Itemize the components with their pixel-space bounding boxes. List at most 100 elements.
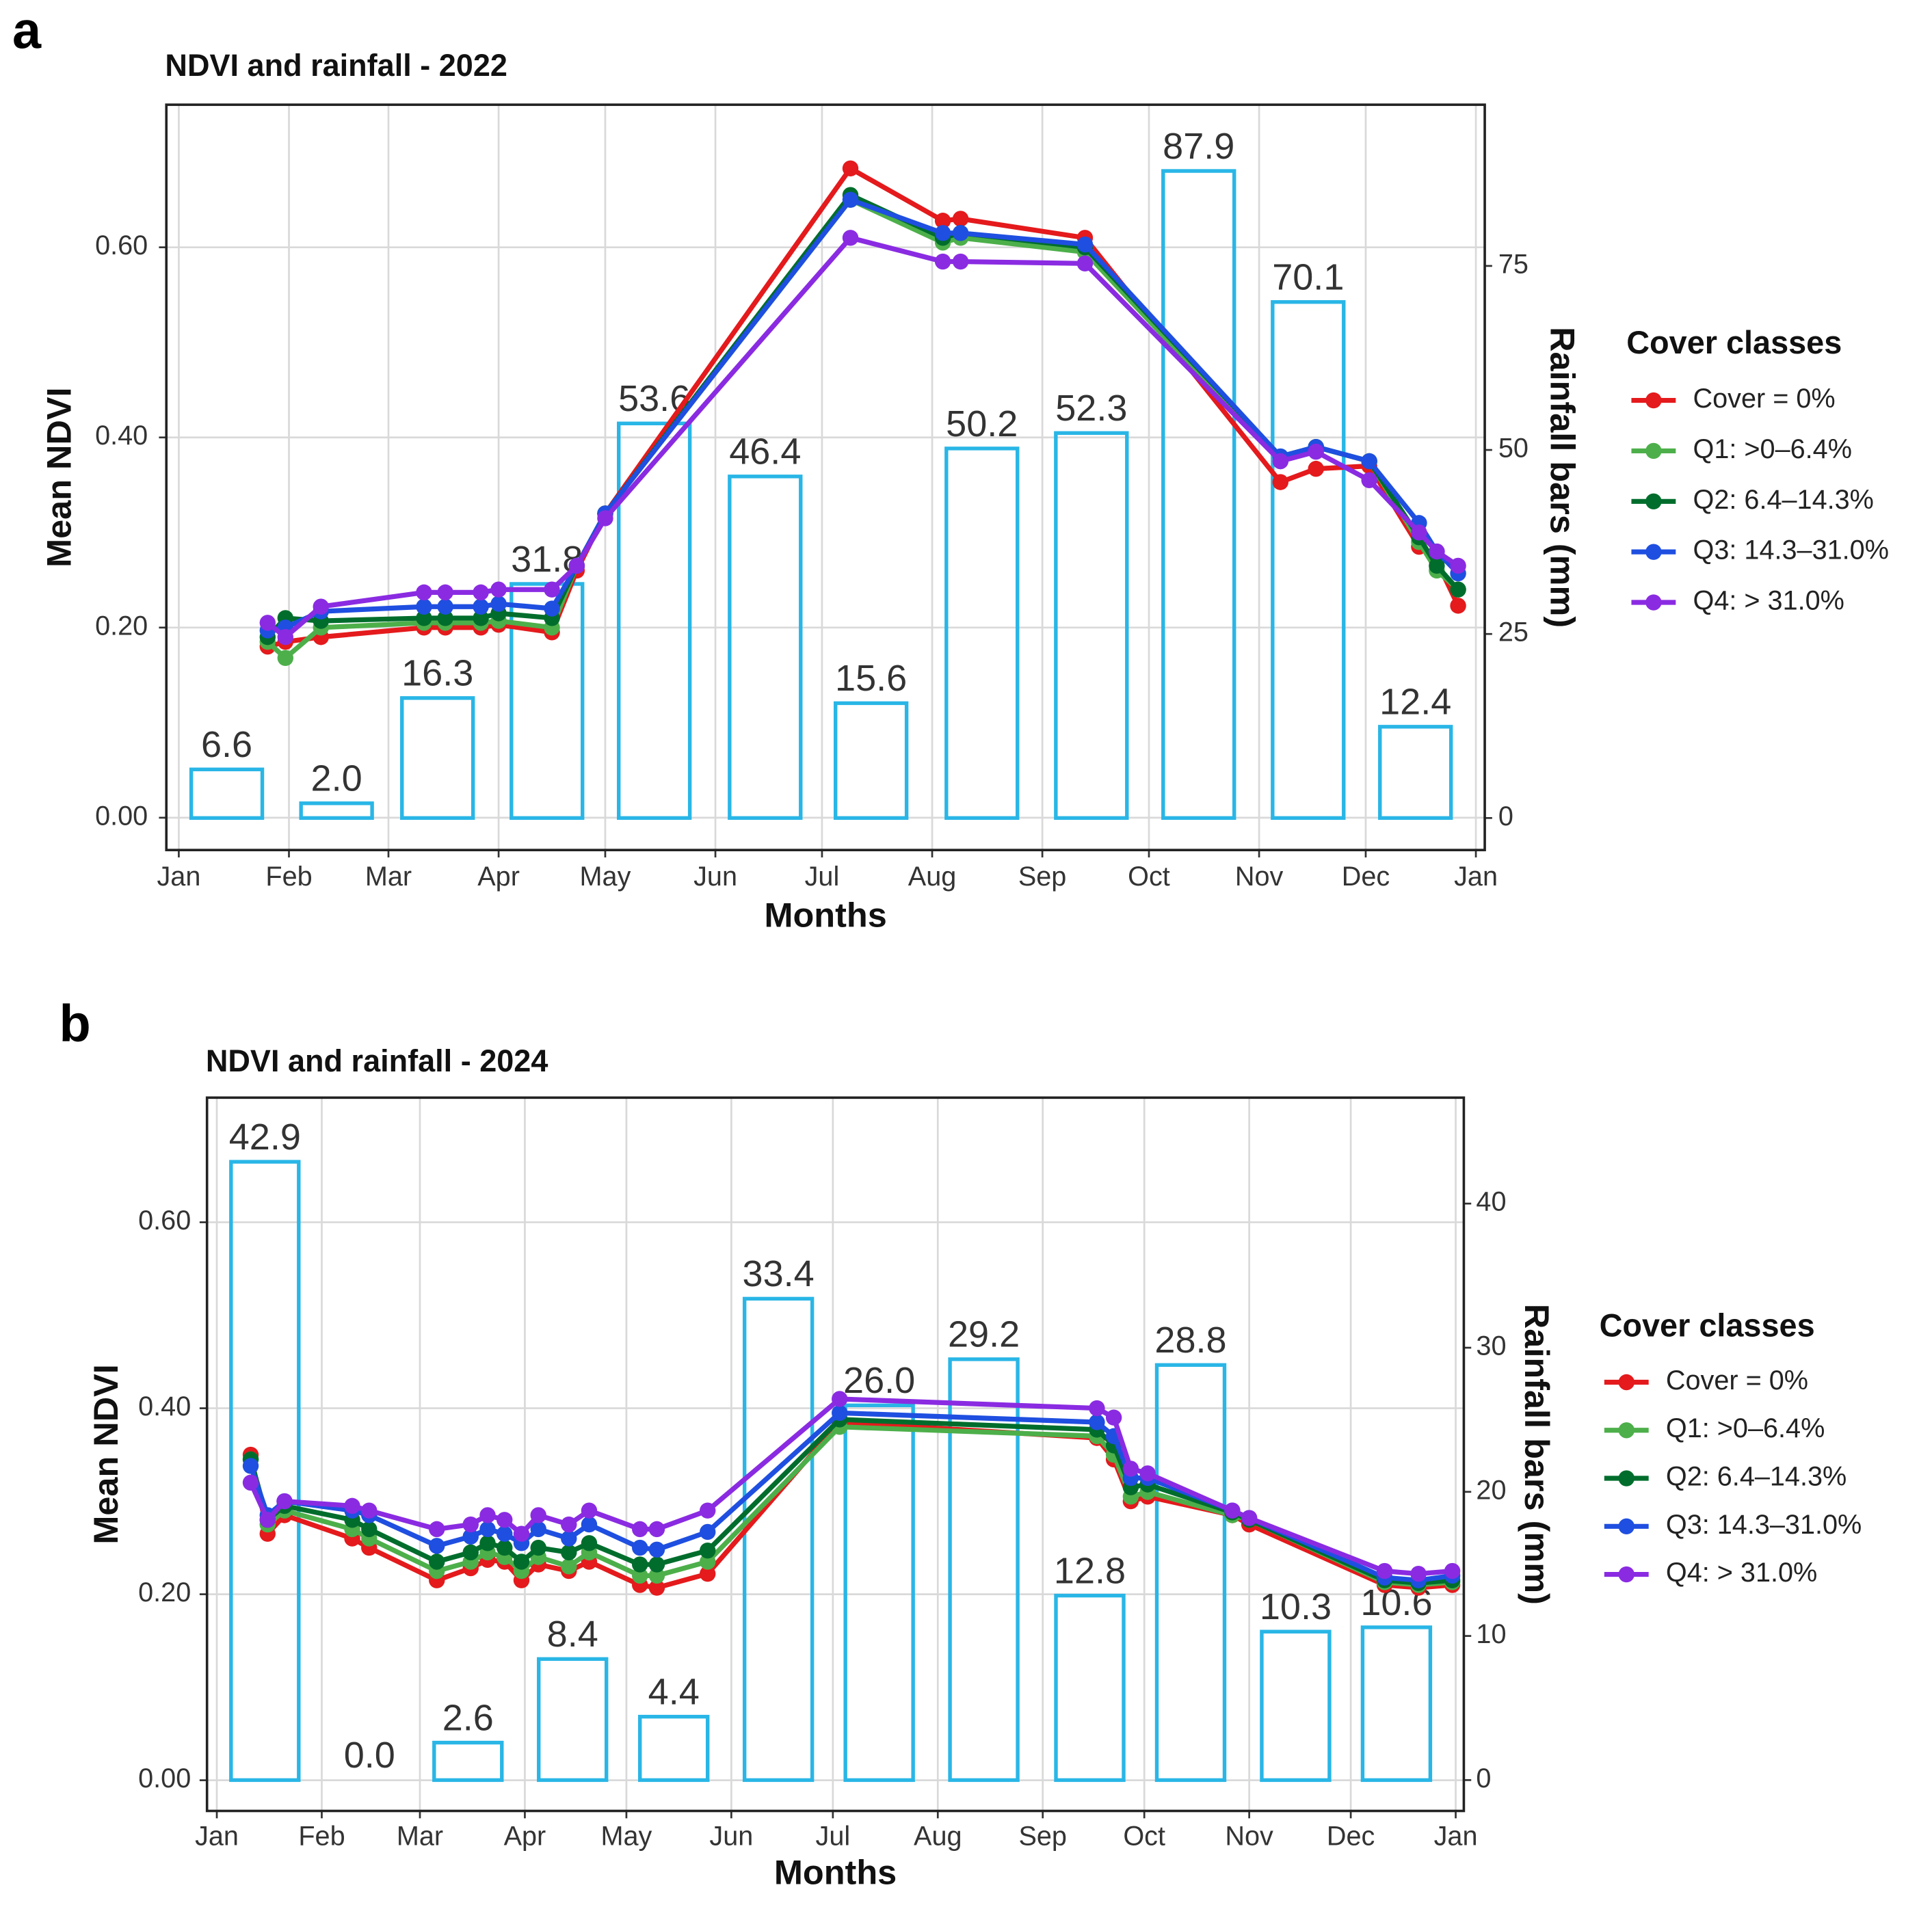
ndvi-point — [648, 1579, 665, 1596]
ndvi-point — [277, 650, 294, 667]
legend-label: Q1: >0–6.4% — [1693, 434, 1852, 464]
rain-bar — [1161, 169, 1236, 821]
rain-bar — [1054, 1593, 1126, 1783]
ndvi-point — [462, 1516, 479, 1533]
chart-title: NDVI and rainfall - 2024 — [206, 1043, 548, 1078]
legend-dot — [1645, 392, 1662, 409]
y-tick-label: 0.40 — [95, 421, 148, 451]
ndvi-point — [429, 1538, 445, 1554]
ndvi-point — [344, 1497, 360, 1515]
ndvi-point — [479, 1507, 496, 1523]
y2-tick-label: 25 — [1498, 617, 1529, 648]
ndvi-point — [699, 1523, 716, 1541]
ndvi-point — [1361, 453, 1377, 470]
bar-value-label: 6.6 — [201, 724, 252, 765]
legend-dot — [1645, 442, 1662, 459]
ndvi-point — [497, 1539, 513, 1556]
ndvi-point — [1089, 1414, 1105, 1430]
rain-bar — [432, 1740, 504, 1783]
rain-bar — [833, 701, 909, 821]
bar-value-label: 42.9 — [229, 1117, 301, 1158]
legend-label: Q3: 14.3–31.0% — [1693, 535, 1889, 565]
bar-value-label: 10.3 — [1260, 1586, 1332, 1627]
ndvi-point — [934, 253, 951, 270]
y-axis-title: Mean NDVI — [86, 1364, 125, 1544]
rain-bar — [1260, 1629, 1332, 1783]
ndvi-point — [497, 1512, 513, 1528]
y2-tick-label: 40 — [1476, 1187, 1506, 1217]
ndvi-point — [361, 1521, 378, 1538]
ndvi-point — [277, 629, 294, 645]
legend-label: Cover = 0% — [1693, 384, 1836, 414]
panel-label: a — [12, 1, 42, 59]
ndvi-point — [632, 1556, 648, 1573]
ndvi-point — [1272, 453, 1288, 470]
ndvi-point — [1076, 255, 1094, 272]
ndvi-point — [1308, 460, 1324, 477]
ndvi-point — [242, 1458, 259, 1474]
ndvi-point — [1122, 1461, 1139, 1477]
bar-value-label: 52.3 — [1055, 388, 1127, 429]
y2-tick-label: 20 — [1476, 1475, 1506, 1505]
ndvi-point — [513, 1553, 530, 1570]
rain-bar — [1054, 431, 1129, 821]
legend-label: Cover = 0% — [1666, 1365, 1808, 1396]
y2-tick-label: 50 — [1498, 434, 1529, 464]
ndvi-point — [416, 610, 432, 626]
legend-dot — [1618, 1566, 1635, 1583]
ndvi-point — [473, 598, 489, 615]
y-tick-label: 0.00 — [138, 1763, 191, 1793]
ndvi-point — [429, 1521, 445, 1538]
x-tick-label: Mar — [365, 862, 412, 892]
ndvi-point — [416, 598, 432, 615]
ndvi-point — [561, 1516, 577, 1533]
x-tick-label: Jan — [157, 862, 200, 892]
ndvi-point — [934, 213, 951, 229]
ndvi-point — [952, 253, 969, 270]
ndvi-point — [479, 1535, 496, 1551]
rain-bar — [742, 1296, 815, 1783]
ndvi-point — [1450, 581, 1466, 598]
y2-axis-title: Rainfall bars (mm) — [1518, 1304, 1557, 1605]
legend-title: Cover classes — [1600, 1308, 1815, 1344]
ndvi-point — [544, 581, 560, 598]
rain-bar — [617, 421, 692, 821]
ndvi-point — [632, 1567, 648, 1584]
legend-dot — [1618, 1422, 1635, 1439]
ndvi-line — [248, 1396, 1453, 1577]
ndvi-point — [1444, 1562, 1461, 1579]
legend-dot — [1645, 493, 1662, 510]
ndvi-point — [530, 1507, 546, 1523]
ndvi-point — [648, 1556, 665, 1573]
x-tick-label: Jan — [195, 1822, 239, 1852]
ndvi-point — [429, 1553, 445, 1570]
legend-dot — [1618, 1470, 1635, 1486]
ndvi-point — [530, 1539, 546, 1556]
ndvi-point — [561, 1558, 577, 1575]
bar-value-label: 16.3 — [401, 653, 473, 694]
chart-panel: b NDVI and rainfall - 2024 Jan Feb Mar Apr May… — [59, 995, 1862, 1892]
x-tick-label: Apr — [504, 1822, 546, 1852]
y2-tick-label: 75 — [1498, 249, 1529, 279]
ndvi-point — [1429, 543, 1445, 560]
ndvi-point — [479, 1521, 496, 1538]
ndvi-point — [581, 1502, 598, 1519]
x-tick-label: Aug — [908, 862, 957, 892]
rain-bar — [537, 1657, 609, 1783]
x-tick-label: Nov — [1235, 862, 1284, 892]
ndvi-point — [699, 1542, 716, 1559]
y2-tick-label: 10 — [1476, 1619, 1506, 1649]
ndvi-point — [832, 1391, 848, 1407]
ndvi-point — [561, 1544, 577, 1561]
legend-label: Q2: 6.4–14.3% — [1693, 485, 1874, 515]
ndvi-point — [699, 1565, 716, 1582]
ndvi-point — [416, 584, 432, 601]
ndvi-point — [561, 1530, 577, 1547]
ndvi-point — [632, 1539, 648, 1556]
rain-bar — [948, 1357, 1020, 1783]
bar-value-label: 28.8 — [1154, 1320, 1226, 1361]
x-tick-label: Dec — [1327, 1822, 1375, 1852]
y-tick-label: 0.40 — [138, 1391, 191, 1422]
ndvi-point — [842, 191, 859, 208]
